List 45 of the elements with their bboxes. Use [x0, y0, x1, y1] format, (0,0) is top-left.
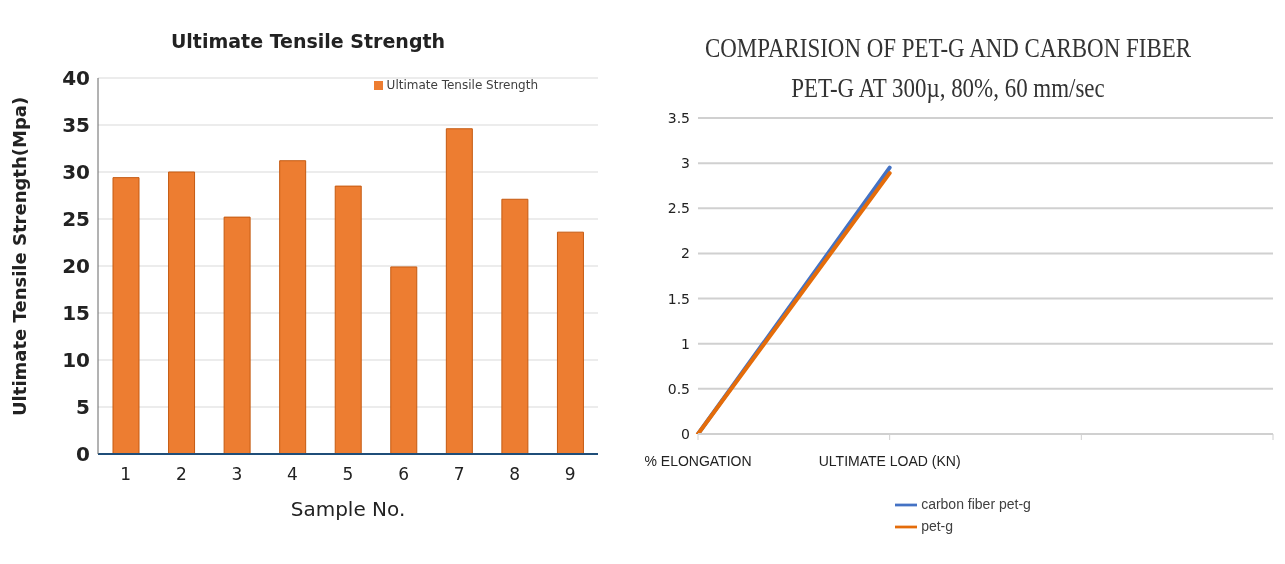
legend-label: Ultimate Tensile Strength	[386, 78, 538, 92]
y-tick-label: 30	[62, 160, 90, 185]
legend-label: pet-g	[921, 517, 954, 534]
bar	[168, 171, 196, 454]
x-tick-label: 9	[564, 464, 576, 485]
y-tick-label: 5	[76, 395, 90, 420]
x-tick-label: 5	[342, 464, 354, 485]
bar	[390, 266, 418, 454]
y-tick-label: 40	[62, 66, 90, 91]
bar	[334, 185, 362, 454]
bar	[556, 231, 584, 454]
bar	[445, 128, 473, 454]
y-tick-label: 0	[76, 442, 90, 467]
y-axis-title: Ultimate Tensile Strength(Mpa)	[9, 96, 31, 416]
chart-subtitle: PET-G AT 300µ, 80%, 60 mm/sec	[790, 72, 1106, 105]
bar	[112, 177, 140, 454]
y-tick-label: 1	[681, 335, 690, 352]
legend-label: carbon fiber pet-g	[921, 495, 1031, 512]
y-tick-label: 35	[62, 113, 90, 138]
x-tick-label: 8	[509, 464, 521, 485]
y-tick-label: 25	[62, 207, 90, 232]
y-tick-label: 3	[681, 155, 690, 172]
chart-title: COMPARISION OF PET-G AND CARBON FIBER	[703, 32, 1193, 65]
y-tick-label: 1.5	[667, 290, 690, 307]
x-tick-label: % ELONGATION	[644, 452, 752, 469]
bar	[501, 198, 529, 454]
y-tick-label: 2.5	[667, 200, 690, 217]
bar	[279, 160, 307, 454]
y-tick-label: 0.5	[667, 380, 690, 397]
x-axis-title: Sample No.	[290, 497, 406, 521]
x-tick-label: 3	[231, 464, 243, 485]
x-tick-label: 4	[287, 464, 298, 485]
x-tick-label: 2	[175, 464, 187, 485]
bar	[223, 216, 251, 454]
x-tick-label: 6	[398, 464, 409, 485]
x-tick-label: 7	[453, 464, 465, 485]
y-tick-label: 10	[62, 348, 90, 373]
y-tick-label: 0	[681, 425, 690, 442]
y-tick-label: 3.5	[667, 109, 690, 126]
chart-title: Ultimate Tensile Strength	[169, 29, 447, 54]
y-tick-label: 15	[62, 301, 90, 326]
x-tick-label: ULTIMATE LOAD (KN)	[818, 452, 961, 469]
y-tick-label: 2	[681, 245, 690, 262]
x-tick-label: 1	[120, 464, 132, 485]
y-tick-label: 20	[62, 254, 90, 279]
